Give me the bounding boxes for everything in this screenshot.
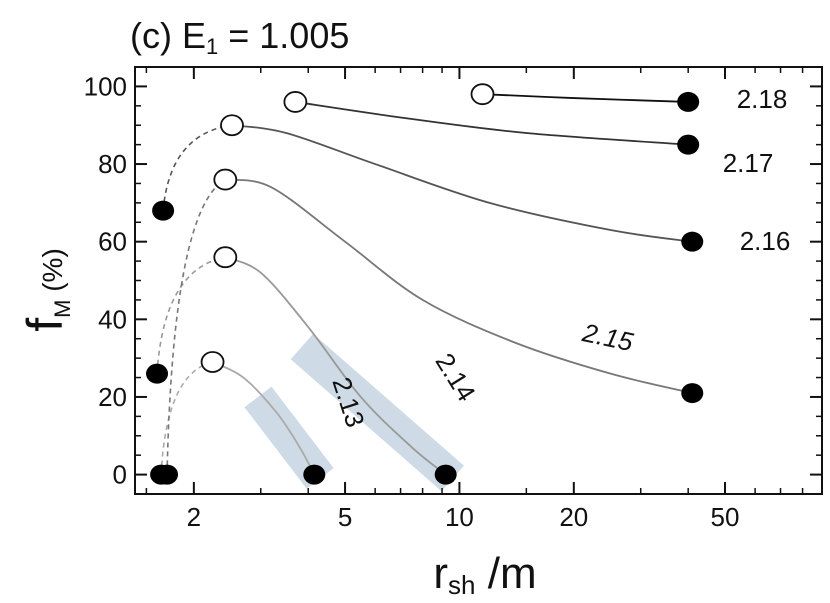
y-axis-label: fM (%) [17,248,75,332]
chart-title: (c) E1 = 1.005 [130,15,349,59]
curve-label-2.17: 2.17 [723,148,774,178]
markers [146,83,704,485]
curve-label-2.15: 2.15 [579,317,636,357]
dashed-curve-2.14 [156,256,226,374]
x-tick-label: 50 [711,502,740,532]
y-tick-label: 100 [84,71,127,101]
x-axis-label: rsh /m [433,549,536,600]
filled-marker [146,363,169,384]
x-tick-label: 20 [559,502,588,532]
x-label-subscript: sh [448,570,475,600]
y-label-main: f [17,318,73,332]
title-subscript: 1 [206,34,218,59]
filled-marker [677,134,700,155]
solid-curve-2.14 [224,256,447,476]
svg-text:fM (%): fM (%) [17,248,75,332]
curve-label-2.16: 2.16 [740,226,791,256]
open-marker [470,83,495,106]
title-suffix: = 1.005 [218,15,349,56]
filled-marker [156,464,179,485]
open-marker [213,246,238,269]
x-tick-label: 5 [338,502,352,532]
highlight-band-2.14 [290,333,464,492]
y-label-suffix: (%) [37,248,68,299]
x-label-main: r [433,549,448,598]
filled-marker [681,231,704,252]
axes: 0 20 40 60 80 100 2 5 10 20 50 [84,66,823,532]
open-marker [213,168,238,191]
x-tick-label: 10 [445,502,474,532]
open-marker [220,114,244,137]
filled-marker [434,464,457,485]
filled-marker [152,200,175,221]
open-marker [283,91,308,113]
open-marker [200,351,225,373]
title-prefix: (c) E [130,15,206,56]
dashed-curve-2.16 [162,124,233,211]
solid-curve-2.16 [231,124,693,243]
x-label-suffix: /m [476,549,537,598]
y-label-subscript: M [50,300,75,318]
filled-marker [677,91,700,112]
filled-marker [303,464,326,485]
y-tick-label: 80 [98,149,127,179]
curves [156,93,693,476]
y-tick-label: 20 [98,382,127,412]
y-tick-label: 60 [98,227,127,257]
solid-curve-2.18 [482,93,689,103]
solid-curve-2.17 [295,101,689,146]
dashed-curve-2.15 [166,178,226,475]
x-tick-label: 2 [187,502,201,532]
y-tick-label: 0 [113,460,127,490]
y-tick-label: 40 [98,304,127,334]
solid-curve-2.15 [225,178,693,394]
filled-marker [681,383,704,404]
curve-label-2.14: 2.14 [430,348,482,407]
curve-label-2.18: 2.18 [737,84,788,114]
solid-curve-2.13 [212,361,316,476]
